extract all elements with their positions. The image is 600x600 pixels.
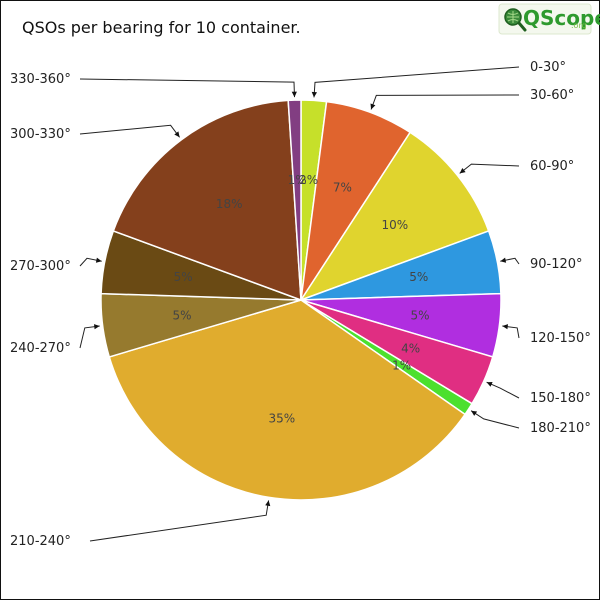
category-labels: 0-30° 30-60° 60-90° 90-120° 120-150° 150-180°… — [10, 60, 591, 549]
leader-arrow — [471, 410, 478, 416]
percent-label: 5% — [410, 308, 429, 322]
leader-arrow — [174, 131, 180, 138]
percent-label: 35% — [268, 412, 295, 426]
leader-arrow — [265, 500, 271, 507]
leader-arrow — [500, 257, 507, 263]
leader-arrow — [94, 324, 100, 330]
qscope-logo[interactable]: QScope .org — [498, 3, 600, 35]
percent-label: 5% — [409, 270, 428, 284]
pie-slice — [112, 99, 302, 302]
pie-slice — [287, 99, 302, 301]
percent-label: 10% — [381, 218, 408, 232]
category-label: 0-30° — [530, 60, 566, 75]
chart-title: QSOs per bearing for 10 container. — [22, 18, 301, 37]
percent-label: 1% — [288, 173, 307, 187]
percent-label: 2% — [299, 173, 318, 187]
category-label: 210-240° — [10, 534, 71, 549]
category-label: 150-180° — [530, 391, 591, 406]
leader-lines — [79, 66, 520, 542]
percent-labels: 2% 7% 10% 5% 5% 4% 1% 35% 5% 5% 18% 1% — [172, 173, 429, 425]
category-label: 60-90° — [530, 159, 574, 174]
percent-label: 18% — [216, 197, 243, 211]
pie-slices — [100, 99, 502, 501]
pie-slice — [299, 131, 490, 302]
logo-brand: QScope — [523, 6, 600, 30]
leader-arrow — [311, 91, 317, 98]
category-label: 120-150° — [530, 331, 591, 346]
leader-arrow — [486, 382, 493, 387]
percent-label: 5% — [174, 270, 193, 284]
category-label: 180-210° — [530, 421, 591, 436]
leader-arrow — [95, 257, 102, 263]
category-label: 90-120° — [530, 257, 583, 272]
leader-arrow — [459, 168, 466, 174]
leader-arrow — [291, 91, 297, 98]
magnifier-globe-icon — [504, 8, 527, 32]
category-label: 330-360° — [10, 72, 71, 87]
percent-label: 4% — [401, 342, 420, 356]
category-label: 270-300° — [10, 259, 71, 274]
pie-slice — [108, 299, 467, 501]
percent-label: 1% — [392, 359, 411, 373]
percent-label: 5% — [172, 308, 191, 322]
percent-label: 7% — [333, 180, 352, 194]
category-label: 240-270° — [10, 341, 71, 356]
leader-arrow — [370, 103, 376, 110]
logo-org: .org — [571, 21, 587, 30]
leader-arrow — [502, 324, 508, 330]
category-label: 300-330° — [10, 127, 71, 142]
category-label: 30-60° — [530, 88, 574, 103]
